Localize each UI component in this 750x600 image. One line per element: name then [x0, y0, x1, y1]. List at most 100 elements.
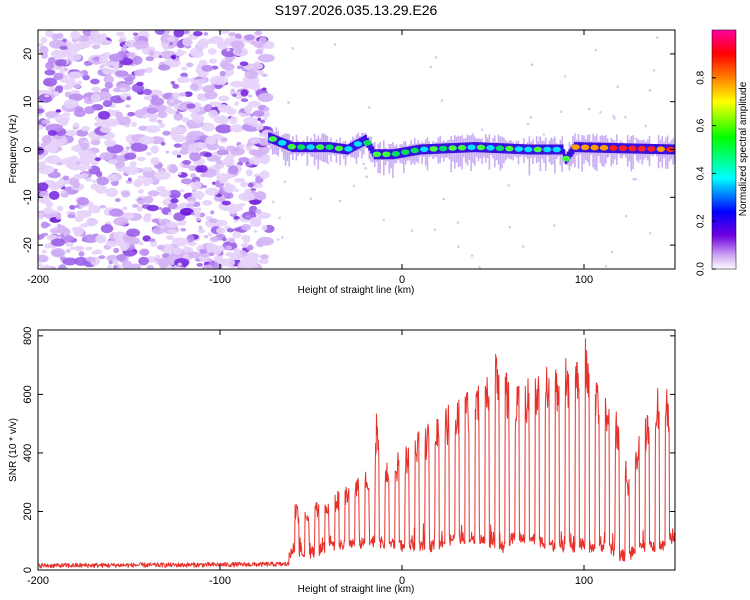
noise-blob — [99, 66, 106, 71]
noise-blob — [94, 249, 103, 255]
background-speck — [594, 48, 598, 52]
background-speck — [364, 166, 367, 170]
noise-blob — [150, 157, 160, 166]
noise-blob — [86, 166, 92, 170]
noise-blob — [244, 34, 255, 41]
noise-blob — [167, 229, 178, 235]
signal-band — [286, 139, 289, 150]
noise-blob — [121, 260, 133, 269]
noise-blob — [107, 159, 118, 165]
noise-blob — [206, 258, 213, 263]
noise-blob — [258, 36, 268, 45]
noise-blob — [200, 173, 208, 178]
noise-blob — [144, 68, 153, 74]
signal-band — [446, 143, 449, 154]
noise-blob — [225, 73, 231, 78]
noise-blob — [123, 212, 135, 219]
noise-blob — [55, 109, 62, 113]
noise-blob — [258, 258, 269, 265]
noise-blob — [168, 164, 178, 174]
noise-blob — [202, 264, 214, 269]
signal-band — [408, 146, 411, 157]
signal-peak — [429, 146, 438, 152]
noise-blob — [221, 200, 231, 206]
noise-blob — [56, 225, 67, 234]
noise-blob — [240, 89, 249, 97]
noise-blob — [218, 146, 226, 151]
noise-blob — [90, 78, 100, 85]
snr-xtick-label: -200 — [27, 575, 49, 587]
signal-peak — [438, 145, 448, 152]
background-speck — [588, 107, 591, 111]
noise-blob — [244, 69, 258, 80]
signal-peak — [533, 146, 542, 153]
noise-blob — [148, 238, 156, 243]
signal-peak — [571, 144, 580, 150]
noise-blob — [167, 202, 178, 210]
signal-peak — [599, 145, 609, 151]
noise-blob — [43, 207, 54, 215]
noise-blob — [133, 69, 145, 77]
noise-blob — [230, 204, 244, 212]
background-speck — [433, 228, 437, 232]
signal-band — [313, 142, 317, 153]
noise-blob — [222, 237, 227, 242]
noise-blob — [247, 183, 254, 188]
background-speck — [287, 101, 290, 104]
noise-blob — [152, 226, 162, 234]
noise-blob — [62, 112, 71, 117]
snr-ticks: -200 -100 0 100 0 200 400 600 800 — [22, 327, 675, 587]
noise-blob — [126, 96, 131, 101]
noise-blob — [54, 180, 65, 189]
noise-blob — [84, 177, 93, 182]
noise-blob — [208, 218, 218, 224]
background-speck — [553, 224, 556, 227]
noise-blob — [167, 36, 175, 42]
noise-blob — [45, 30, 54, 38]
noise-blob — [147, 190, 160, 197]
signal-band — [362, 135, 366, 146]
noise-blob — [190, 49, 204, 58]
spectrogram-ytick-label: 10 — [22, 96, 34, 108]
noise-blob — [41, 119, 51, 125]
noise-blob — [167, 211, 172, 216]
noise-blob — [38, 142, 41, 147]
noise-blob — [38, 182, 49, 191]
noise-blob — [137, 175, 146, 180]
noise-blob — [102, 67, 113, 75]
noise-blob — [74, 215, 84, 223]
noise-blob — [69, 246, 75, 251]
background-speck — [526, 122, 530, 126]
noise-blob — [190, 83, 199, 91]
noise-blob — [182, 160, 192, 165]
snr-ytick-label: 400 — [22, 444, 34, 462]
noise-blob — [173, 143, 182, 148]
noise-blob — [193, 210, 201, 218]
noise-blob — [232, 231, 242, 239]
noise-blob — [62, 175, 70, 181]
noise-blob — [154, 30, 165, 35]
noise-blob — [113, 64, 120, 69]
noise-blob — [221, 63, 235, 71]
noise-blob — [198, 38, 209, 46]
noise-blob — [74, 204, 80, 208]
noise-blob — [126, 52, 135, 58]
noise-blob — [112, 87, 122, 93]
noise-blob — [69, 211, 76, 215]
noise-blob — [159, 207, 163, 211]
signal-band — [572, 144, 575, 155]
background-speck — [563, 75, 567, 78]
noise-blob — [38, 146, 45, 155]
spectrogram-ytick-label: -20 — [22, 237, 34, 253]
signal-peak — [315, 144, 325, 150]
noise-blob — [238, 157, 250, 163]
noise-blob — [64, 235, 74, 242]
noise-blob — [59, 45, 68, 50]
noise-blob — [47, 117, 51, 121]
signal-peak — [287, 143, 296, 150]
noise-blob — [255, 192, 267, 201]
noise-blob — [74, 256, 88, 266]
noise-blob — [171, 92, 180, 99]
noise-blob — [85, 246, 93, 251]
noise-blob — [124, 152, 137, 160]
